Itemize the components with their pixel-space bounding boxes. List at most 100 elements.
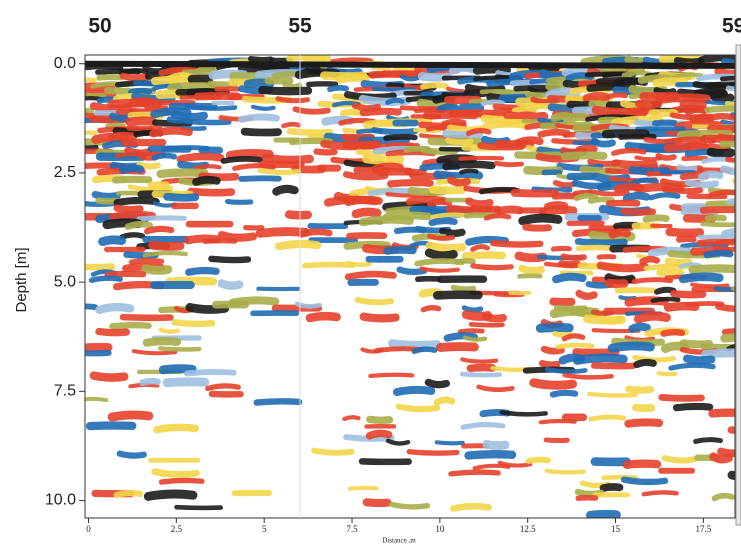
reflection-band xyxy=(481,99,505,107)
reflection-band xyxy=(632,403,656,412)
reflection-band xyxy=(704,112,735,123)
reflection-band xyxy=(339,108,361,117)
reflection-band xyxy=(503,111,549,122)
reflection-band xyxy=(128,97,156,108)
reflection-band xyxy=(538,359,561,369)
reflection-band xyxy=(344,195,383,206)
reflection-band xyxy=(713,286,735,292)
reflection-band xyxy=(275,240,322,251)
reflection-band xyxy=(573,193,599,202)
x-tick-label: 0 xyxy=(86,524,91,534)
reflection-band xyxy=(116,450,147,459)
reflection-band xyxy=(176,152,225,163)
reflection-band xyxy=(614,287,656,294)
reflection-band xyxy=(703,249,734,259)
reflection-band xyxy=(665,227,705,238)
reflection-band xyxy=(426,198,453,208)
reflection-band xyxy=(195,65,219,75)
reflection-band xyxy=(712,245,735,253)
reflection-band xyxy=(560,253,587,261)
reflection-band xyxy=(562,372,614,380)
reflection-band xyxy=(430,212,472,220)
reflection-band xyxy=(611,147,647,156)
reflection-band xyxy=(698,55,735,64)
reflection-band xyxy=(232,163,276,171)
reflection-band xyxy=(150,107,192,119)
reflection-band xyxy=(432,290,483,300)
reflection-band xyxy=(205,383,241,392)
reflection-band xyxy=(493,160,525,168)
reflection-band xyxy=(552,272,587,284)
reflection-band xyxy=(124,220,153,231)
reflection-band xyxy=(184,104,238,111)
reflection-band xyxy=(162,377,210,388)
reflection-band xyxy=(587,196,615,204)
reflection-band xyxy=(717,447,735,458)
reflection-band xyxy=(642,214,670,223)
reflection-band xyxy=(561,333,586,342)
y-tick-label: 2.5 xyxy=(54,164,76,181)
reflection-band xyxy=(88,275,123,284)
reflection-band xyxy=(462,335,488,342)
reflection-band xyxy=(368,372,415,379)
reflection-band xyxy=(439,227,466,238)
reflection-band xyxy=(596,254,617,260)
reflection-band xyxy=(656,371,678,377)
reflection-band xyxy=(428,217,458,227)
reflection-band xyxy=(706,143,731,152)
reflection-band xyxy=(700,221,735,228)
reflection-band xyxy=(544,366,588,374)
reflection-band xyxy=(497,460,533,468)
reflection-band xyxy=(464,449,517,460)
reflection-band xyxy=(476,384,515,393)
reflection-band xyxy=(419,266,460,273)
reflection-band xyxy=(157,346,202,352)
x-tick-label: 7.5 xyxy=(346,524,358,534)
reflection-band xyxy=(143,489,198,501)
reflection-band xyxy=(184,368,237,377)
reflection-band xyxy=(184,118,232,126)
reflection-band xyxy=(284,210,312,220)
reflection-band xyxy=(575,144,598,154)
reflection-band xyxy=(537,117,564,124)
reflection-band xyxy=(465,127,492,137)
reflection-band xyxy=(253,398,303,406)
reflection-band xyxy=(483,213,512,221)
reflection-band xyxy=(606,92,629,99)
reflection-band xyxy=(433,396,456,406)
reflection-band xyxy=(158,327,180,334)
reflection-band xyxy=(639,255,660,265)
reflection-band xyxy=(489,239,544,248)
reflection-band xyxy=(688,264,735,274)
reflection-band xyxy=(652,119,678,127)
reflection-band xyxy=(575,494,599,502)
reflection-band xyxy=(715,303,735,313)
reflection-band xyxy=(696,73,735,81)
reflection-band xyxy=(224,198,254,205)
x-tick-label: 10 xyxy=(435,524,445,534)
reflection-band xyxy=(429,185,467,195)
reflection-band xyxy=(540,345,565,355)
reflection-band xyxy=(424,248,458,261)
reflection-band xyxy=(494,205,524,216)
reflection-band xyxy=(582,92,611,103)
reflection-band xyxy=(624,418,664,428)
reflection-band xyxy=(588,99,613,110)
reflection-band xyxy=(292,106,331,115)
reflection-band xyxy=(588,414,627,422)
reflection-band xyxy=(294,301,322,309)
reflection-band xyxy=(302,261,356,269)
top-label: 50 xyxy=(88,15,111,38)
reflection-band xyxy=(119,164,145,174)
reflection-band xyxy=(247,55,274,63)
reflection-band xyxy=(345,260,372,268)
reflection-band xyxy=(517,273,543,279)
reflection-band xyxy=(85,77,97,83)
reflection-band xyxy=(721,328,735,335)
reflection-band xyxy=(470,263,514,271)
reflection-band xyxy=(634,182,685,194)
reflection-band xyxy=(383,246,417,255)
reflection-band xyxy=(125,116,157,127)
reflection-band xyxy=(347,485,379,491)
reflection-band xyxy=(465,235,510,246)
